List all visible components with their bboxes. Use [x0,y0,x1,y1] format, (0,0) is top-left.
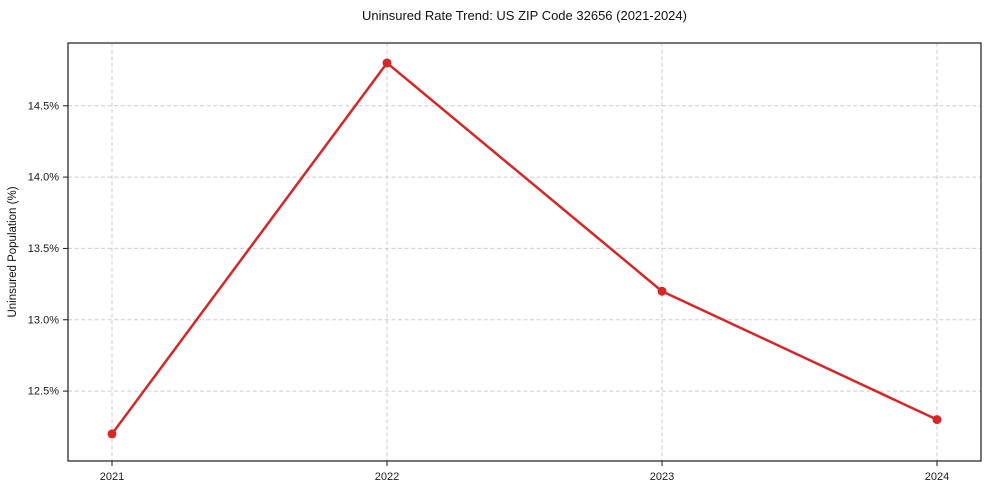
x-tick-label: 2023 [650,471,674,483]
trend-line [110,61,939,436]
plot-border [67,42,982,462]
x-tick-label: 2022 [375,471,399,483]
x-tick-label: 2024 [925,471,949,483]
chart-title: Uninsured Rate Trend: US ZIP Code 32656 … [362,8,687,23]
data-point-marker [382,58,392,68]
y-tick-label: 13.5% [28,243,59,255]
data-point-marker [107,429,117,439]
y-tick-label: 14.0% [28,172,59,184]
x-tick-label: 2021 [100,471,124,483]
y-tick-label: 14.5% [28,100,59,112]
data-point-marker [657,286,667,296]
y-tick-label: 13.0% [28,314,59,326]
data-point-marker [932,415,942,425]
y-tick-label: 12.5% [28,386,59,398]
